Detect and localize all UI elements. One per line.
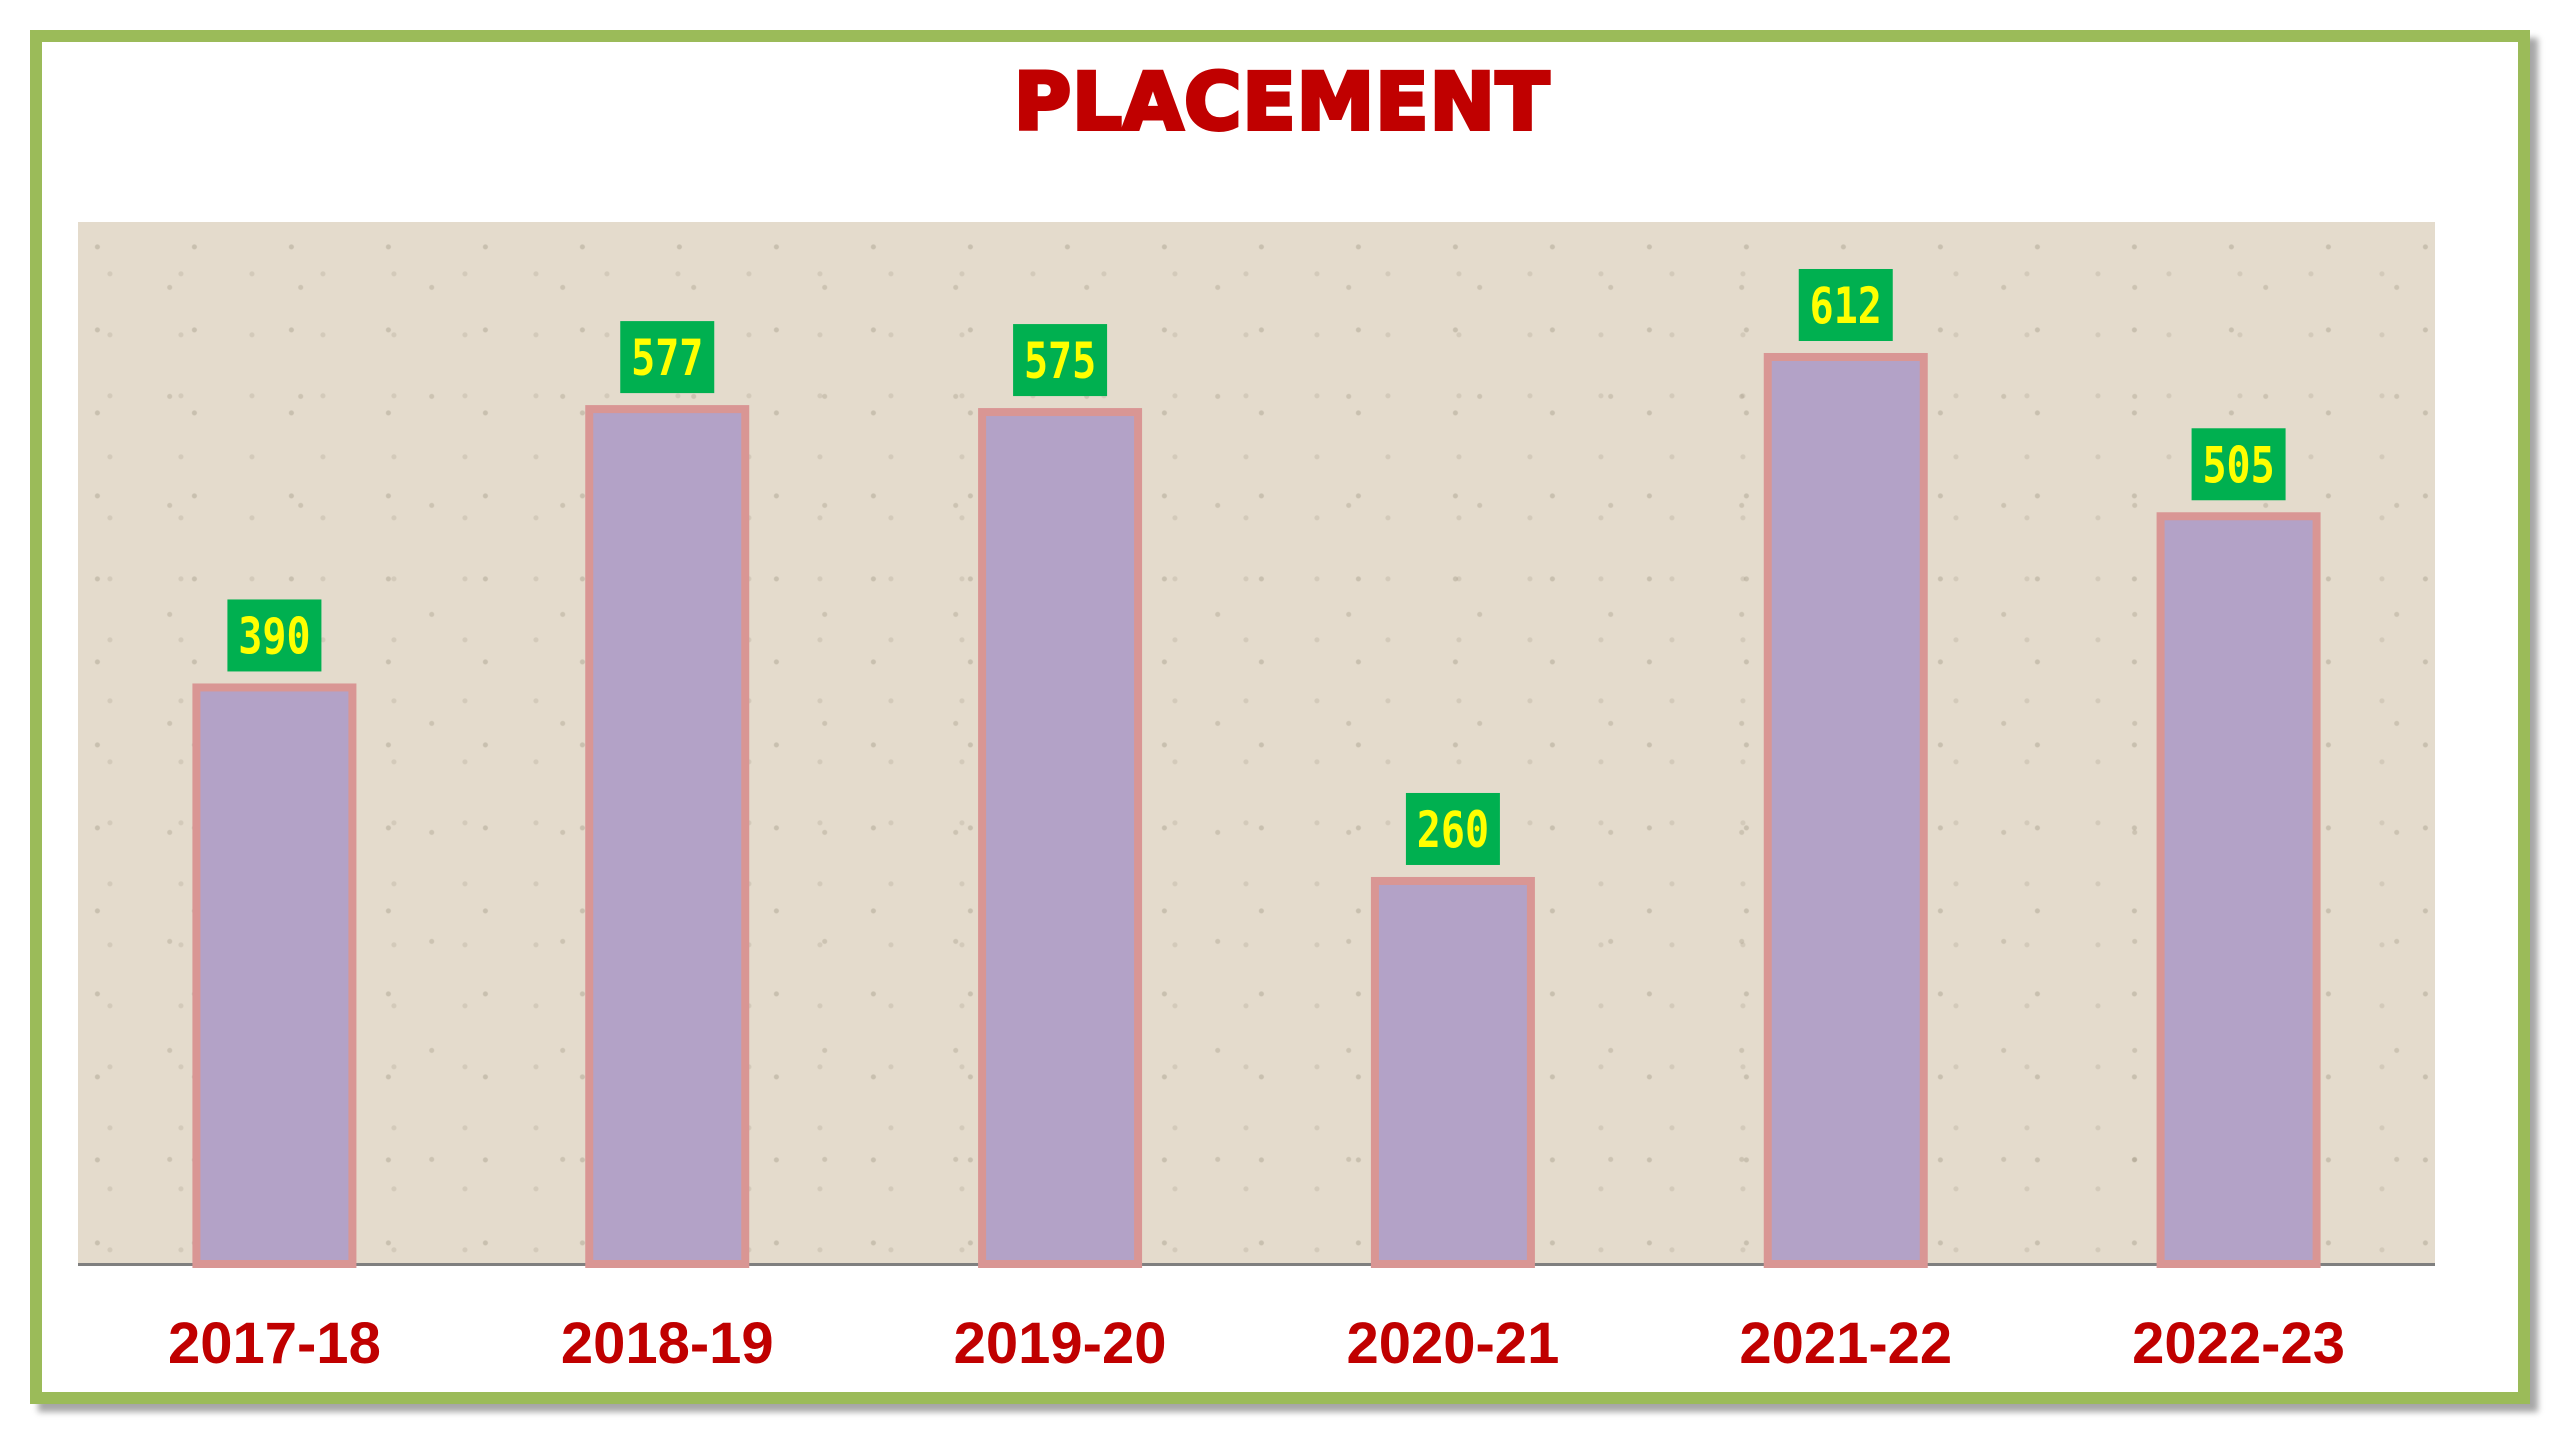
data-label-box [1405, 792, 1500, 865]
x-axis-line [78, 1263, 2435, 1266]
data-label: 612 [1810, 277, 1882, 336]
data-label-box [227, 599, 322, 672]
plot-area [78, 222, 2435, 1264]
bar-2022-23 [2156, 512, 2321, 1268]
bar-2019-20 [978, 408, 1143, 1269]
data-label: 390 [238, 607, 310, 666]
data-label: 577 [631, 329, 703, 388]
data-label: 575 [1024, 332, 1096, 391]
data-label-box [1798, 268, 1893, 341]
bar-2020-21 [1370, 876, 1535, 1268]
x-tick-label: 2019-20 [953, 1311, 1167, 1376]
data-label-box [1013, 324, 1108, 397]
data-label-box [2191, 428, 2286, 501]
bar-2021-22 [1763, 352, 1928, 1269]
x-tick-label: 2018-19 [560, 1311, 774, 1376]
x-tick-label: 2020-21 [1346, 1311, 1560, 1376]
data-label: 260 [1417, 801, 1489, 860]
bar-2017-18 [192, 683, 357, 1268]
data-label-box [620, 321, 715, 394]
x-tick-label: 2021-22 [1739, 1311, 1953, 1376]
data-label: 505 [2202, 436, 2274, 495]
bar-2018-19 [585, 405, 750, 1268]
chart-title: PLACEMENT [1012, 56, 1551, 150]
x-tick-label: 2022-23 [2132, 1311, 2345, 1376]
x-tick-label: 2017-18 [167, 1311, 381, 1376]
